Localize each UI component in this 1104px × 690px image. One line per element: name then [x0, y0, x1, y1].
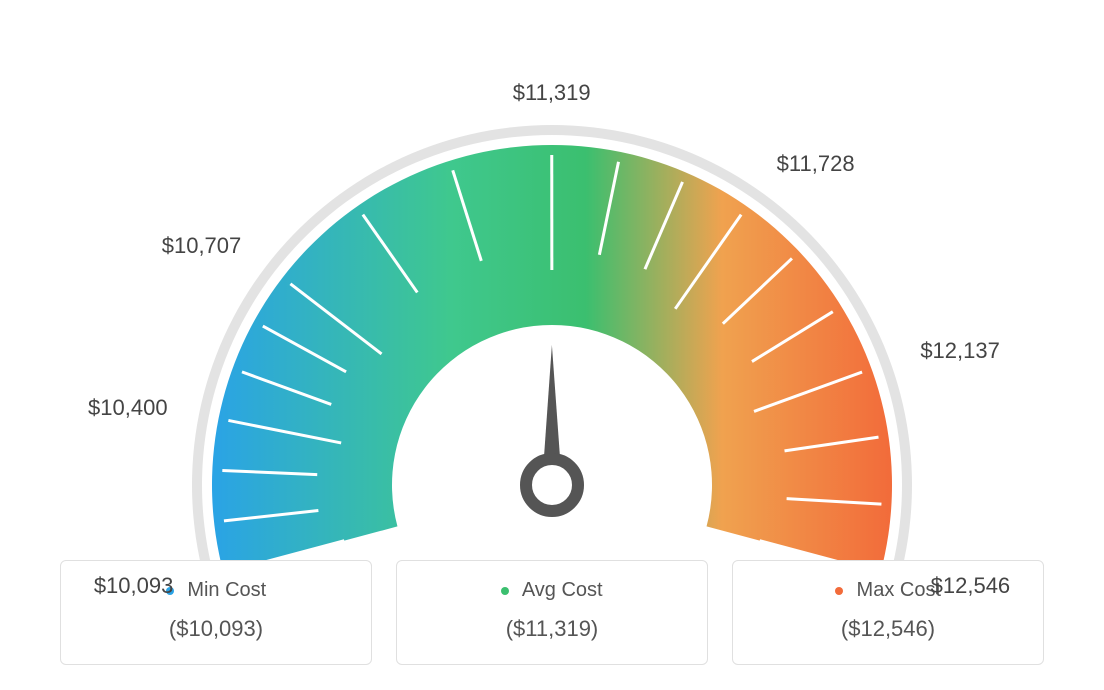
avg-cost-title: Avg Cost [409, 579, 695, 602]
gauge-tick-label: $11,728 [777, 151, 855, 177]
avg-cost-label: Avg Cost [522, 579, 603, 601]
gauge-tick-label: $10,400 [88, 395, 168, 421]
gauge-tick-label: $11,319 [513, 80, 591, 106]
gauge-tick-label: $12,546 [931, 573, 1011, 599]
avg-cost-card: Avg Cost ($11,319) [396, 560, 708, 665]
gauge-tick-label: $10,093 [94, 573, 174, 599]
gauge-tick-label: $10,707 [162, 233, 242, 259]
avg-cost-dot [501, 587, 509, 595]
max-cost-value: ($12,546) [745, 616, 1031, 642]
gauge-tick-label: $12,137 [920, 338, 1000, 364]
max-cost-label: Max Cost [857, 579, 941, 601]
min-cost-value: ($10,093) [73, 616, 359, 642]
avg-cost-value: ($11,319) [409, 616, 695, 642]
gauge-chart: $10,093$10,400$10,707$11,319$11,728$12,1… [0, 0, 1104, 560]
max-cost-dot [835, 587, 843, 595]
min-cost-label: Min Cost [187, 579, 266, 601]
